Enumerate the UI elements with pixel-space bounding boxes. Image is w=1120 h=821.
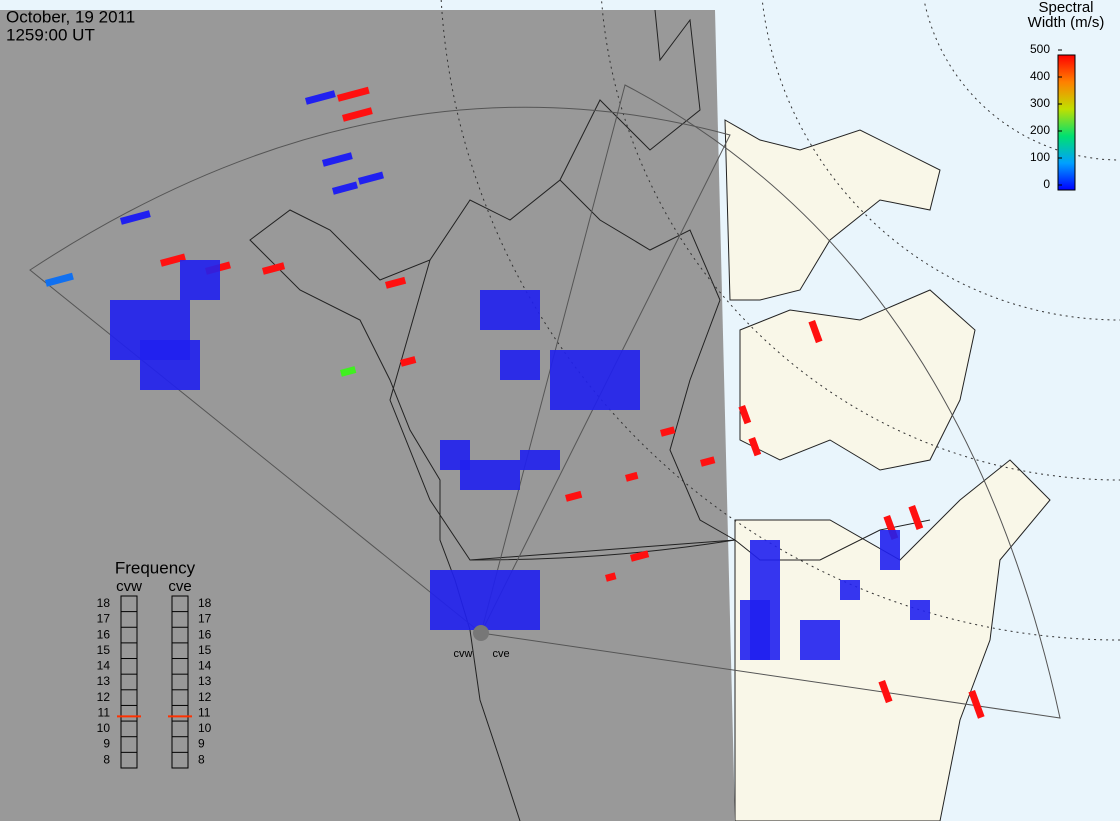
cell [120,210,151,225]
cell-cluster [140,340,200,390]
frequency-tick-label: 12 [97,690,111,704]
colorbar-tick-label: 200 [1030,123,1050,137]
cell [340,366,357,377]
cell-cluster [180,260,220,300]
radar-name: cvw [116,578,142,595]
frequency-tick-label: 11 [98,705,111,719]
cell-cluster [910,600,930,620]
colorbar-tick-label: 300 [1030,96,1050,110]
frequency-tick-label: 10 [198,721,212,735]
cell-cluster [500,350,540,380]
frequency-tick-label: 13 [198,674,212,688]
cell [604,572,617,582]
frequency-tick-label: 13 [97,674,111,688]
radar-site [473,625,489,641]
cell [332,181,358,195]
colorbar-tick-label: 100 [1030,150,1050,164]
cell [44,272,74,287]
date: October, 19 2011 [6,7,135,26]
cell [625,471,639,482]
cell [660,426,676,437]
cell-cluster [840,580,860,600]
cell [262,262,286,275]
cell [968,690,985,719]
cell [908,504,924,530]
cell-cluster [880,530,900,570]
cell-cluster [430,570,540,630]
frequency-tick-label: 18 [198,596,212,610]
night-side [0,10,735,821]
frequency-tick-label: 17 [198,612,212,626]
radar-name: cve [168,578,191,595]
colorbar-title: Spectral [1038,0,1093,16]
time: 1259:00 UT [6,25,95,44]
cell [337,86,370,102]
colorbar-tick-label: 0 [1043,177,1050,191]
cvw-fov [29,106,731,634]
frequency-tick-label: 18 [97,596,111,610]
cell [400,356,417,367]
colorbar [1057,54,1076,191]
frequency-tick-label: 14 [198,659,212,673]
cell [341,107,373,122]
colorbar-tick-label: 400 [1030,69,1050,83]
frequency-tick-label: 8 [198,752,205,766]
frequency-tick-label: 9 [103,737,110,751]
cell [630,550,650,562]
frequency-tick-label: 17 [97,612,111,626]
frequency-tick-label: 16 [198,627,212,641]
cell [878,680,893,704]
frequency-tick-label: 9 [198,737,205,751]
frequency-title: Frequency [115,558,196,577]
frequency-tick-label: 11 [198,705,211,719]
colorbar-tick-label: 500 [1030,42,1050,56]
cve-fov [480,84,1061,719]
cell-cluster [480,290,540,330]
cell-cluster [800,620,840,660]
cell [565,490,583,502]
cell [738,405,752,425]
radar-label: cvw [454,648,473,660]
frequency-tick-label: 15 [97,643,111,657]
scatter-cells [44,86,985,719]
frequency-tick-label: 15 [198,643,212,657]
cell [700,456,716,467]
cell [385,276,407,289]
radar-label: cve [492,648,509,660]
cell [358,171,384,185]
cell-cluster [520,450,560,470]
cell-cluster [460,460,520,490]
frequency-tick-label: 12 [198,690,212,704]
border [469,519,931,561]
cell [305,90,336,105]
frequency-tick-label: 16 [97,627,111,641]
frequency-tick-label: 14 [97,659,111,673]
cell-cluster [740,600,770,660]
cell [160,253,186,267]
cell [322,152,353,167]
cell [808,319,823,344]
colorbar-title: Width (m/s) [1028,14,1105,31]
frequency-tick-label: 10 [97,721,111,735]
cell [748,437,762,457]
cell-cluster [550,350,640,410]
frequency-tick-label: 8 [103,752,110,766]
